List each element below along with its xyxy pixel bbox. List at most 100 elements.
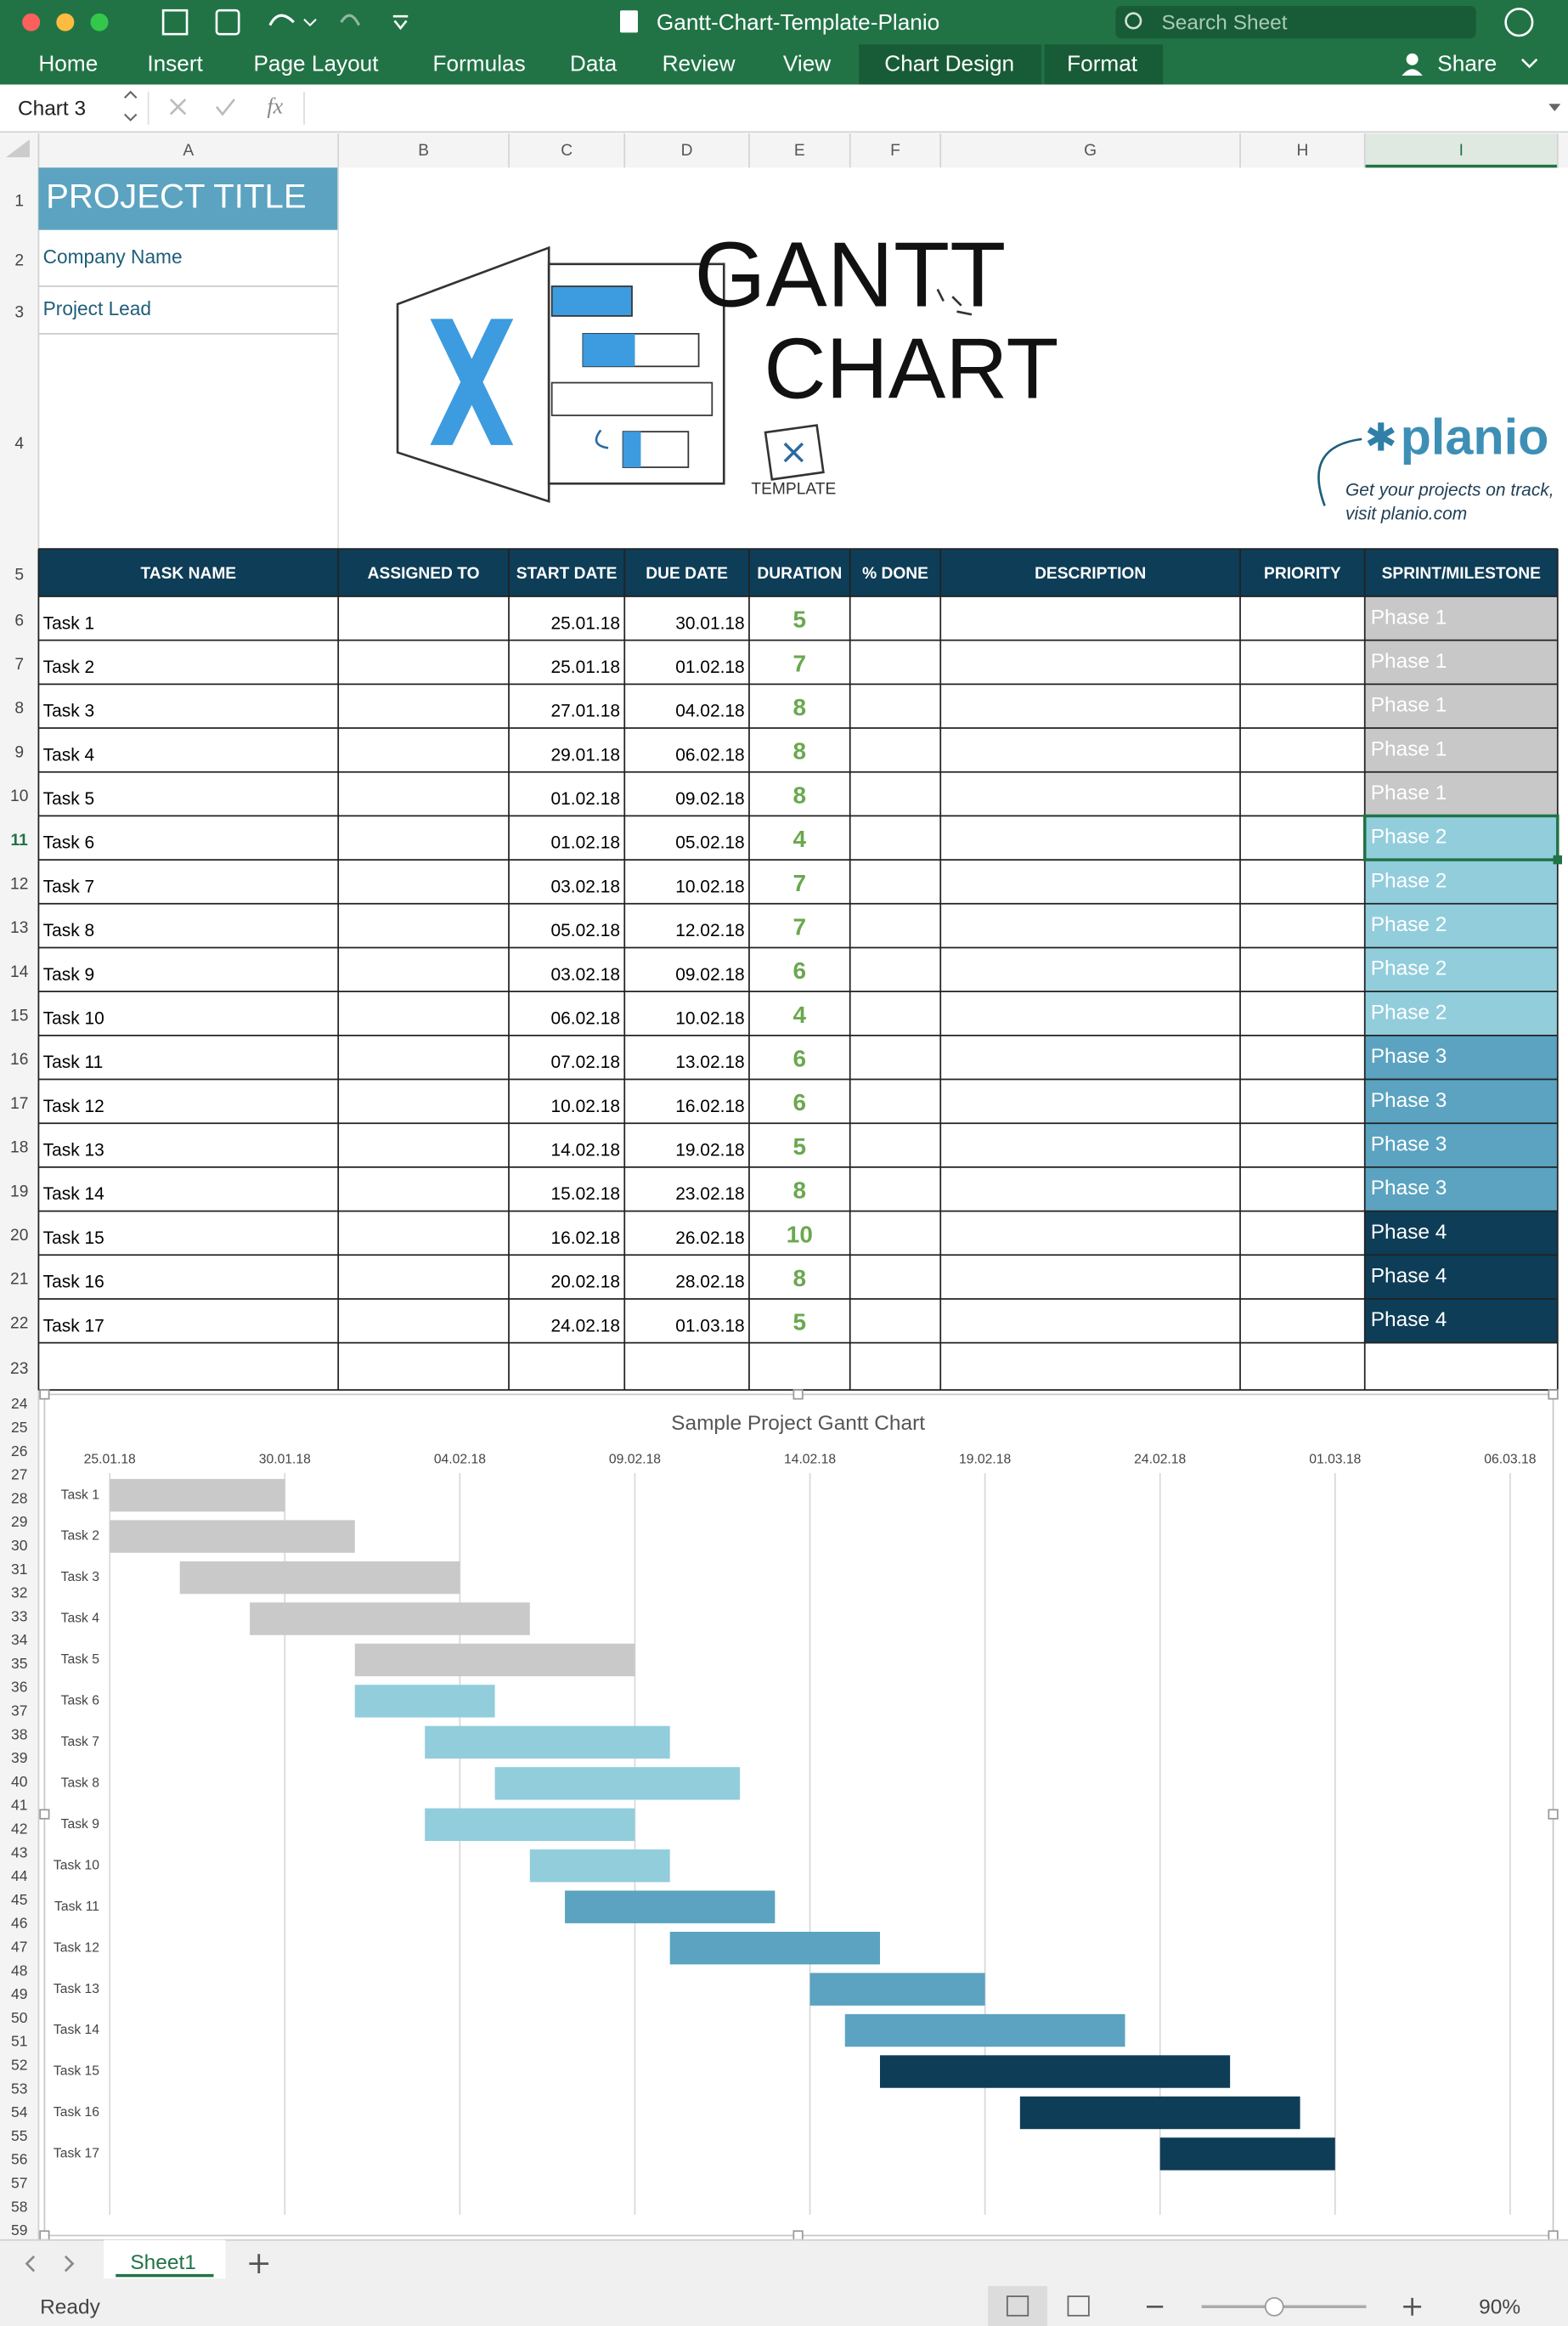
- ribbon-tab[interactable]: Insert: [147, 51, 203, 76]
- row-number[interactable]: 52: [11, 2057, 27, 2074]
- zoom-thumb[interactable]: [1264, 2296, 1284, 2317]
- gantt-bar[interactable]: [529, 1849, 670, 1883]
- column-header[interactable]: A: [183, 142, 194, 160]
- row-number[interactable]: 51: [11, 2033, 27, 2050]
- resize-handle[interactable]: [39, 1809, 50, 1820]
- row-number[interactable]: 11: [11, 832, 29, 850]
- undo-icon[interactable]: [268, 14, 295, 26]
- row-number[interactable]: 33: [11, 1607, 27, 1624]
- column-header[interactable]: E: [794, 142, 805, 160]
- gantt-bar[interactable]: [425, 1808, 635, 1842]
- row-number[interactable]: 55: [11, 2127, 27, 2144]
- row-number[interactable]: 10: [10, 788, 28, 805]
- close-button[interactable]: [22, 13, 41, 31]
- resize-handle[interactable]: [1548, 2230, 1559, 2241]
- resize-handle[interactable]: [1548, 1389, 1559, 1400]
- row-number[interactable]: 40: [11, 1773, 28, 1790]
- name-box[interactable]: Chart 3: [18, 98, 86, 121]
- ribbon-tab[interactable]: Formulas: [433, 51, 526, 76]
- row-number[interactable]: 3: [14, 304, 24, 322]
- normal-view[interactable]: [1006, 2295, 1029, 2317]
- row-number[interactable]: 7: [14, 656, 24, 674]
- add-sheet[interactable]: [249, 2254, 269, 2274]
- row-number[interactable]: 9: [14, 743, 24, 761]
- sheet-tab[interactable]: [104, 2239, 226, 2279]
- row-number[interactable]: 24: [11, 1395, 28, 1412]
- gantt-bar[interactable]: [250, 1602, 530, 1635]
- row-number[interactable]: 8: [14, 700, 24, 718]
- share-button[interactable]: Share: [1437, 51, 1497, 76]
- row-number[interactable]: 31: [11, 1561, 27, 1578]
- gantt-bar[interactable]: [1019, 2096, 1300, 2130]
- resize-handle[interactable]: [39, 1389, 50, 1400]
- row-number[interactable]: 20: [10, 1227, 28, 1245]
- row-number[interactable]: 53: [11, 2080, 27, 2097]
- ribbon-tab[interactable]: Format: [1067, 51, 1138, 76]
- gantt-bar[interactable]: [494, 1767, 741, 1800]
- row-number[interactable]: 25: [11, 1419, 27, 1436]
- row-number[interactable]: 19: [10, 1183, 28, 1200]
- name-box-stepper[interactable]: [123, 90, 138, 121]
- row-number[interactable]: 50: [11, 2009, 28, 2026]
- gantt-bar[interactable]: [844, 2013, 1125, 2047]
- column-header[interactable]: G: [1084, 142, 1097, 160]
- row-number[interactable]: 41: [11, 1797, 27, 1814]
- search-box[interactable]: [1115, 5, 1476, 39]
- ribbon-tab[interactable]: View: [783, 51, 831, 76]
- gantt-bar[interactable]: [809, 1973, 985, 2006]
- column-header[interactable]: F: [890, 142, 900, 160]
- gantt-bar[interactable]: [110, 1478, 285, 1512]
- gantt-bar[interactable]: [565, 1890, 776, 1923]
- row-number[interactable]: 46: [11, 1915, 27, 1932]
- gantt-bar[interactable]: [110, 1520, 355, 1553]
- column-header[interactable]: H: [1296, 142, 1308, 160]
- row-number[interactable]: 29: [11, 1513, 27, 1530]
- selected-cell[interactable]: [1362, 814, 1560, 861]
- row-number[interactable]: 34: [11, 1631, 28, 1648]
- row-number[interactable]: 37: [11, 1702, 27, 1719]
- gantt-bar[interactable]: [354, 1643, 635, 1677]
- row-number[interactable]: 12: [10, 875, 28, 893]
- row-number[interactable]: 14: [10, 963, 29, 981]
- select-all[interactable]: [5, 139, 30, 158]
- row-number[interactable]: 22: [10, 1314, 28, 1332]
- ribbon-tab[interactable]: Chart Design: [884, 51, 1014, 76]
- resize-handle[interactable]: [792, 1389, 804, 1400]
- undo-menu[interactable]: [303, 18, 317, 27]
- column-header[interactable]: D: [681, 142, 693, 160]
- row-number[interactable]: 42: [11, 1821, 27, 1838]
- prev-sheet[interactable]: [25, 2255, 36, 2272]
- fill-handle[interactable]: [1553, 855, 1563, 865]
- feedback-icon[interactable]: [1504, 8, 1534, 37]
- column-header[interactable]: B: [418, 142, 429, 160]
- column-header[interactable]: I: [1459, 142, 1464, 160]
- gantt-bar[interactable]: [669, 1931, 880, 1965]
- gantt-bar[interactable]: [879, 2055, 1231, 2088]
- fx-button[interactable]: fx: [267, 93, 283, 118]
- next-sheet[interactable]: [64, 2255, 75, 2272]
- gantt-bar[interactable]: [179, 1561, 460, 1595]
- row-number[interactable]: 43: [11, 1843, 27, 1860]
- row-number[interactable]: 28: [11, 1489, 27, 1506]
- row-number[interactable]: 27: [11, 1466, 27, 1483]
- row-number[interactable]: 35: [11, 1655, 27, 1672]
- row-number[interactable]: 39: [11, 1749, 27, 1766]
- row-number[interactable]: 13: [10, 919, 28, 937]
- customize-icon[interactable]: [392, 14, 409, 31]
- formula-expand[interactable]: [1548, 104, 1561, 111]
- row-number[interactable]: 18: [10, 1139, 28, 1157]
- row-number[interactable]: 32: [11, 1584, 27, 1601]
- row-number[interactable]: 23: [10, 1360, 28, 1378]
- row-number[interactable]: 5: [14, 567, 24, 584]
- ribbon-collapse[interactable]: [1520, 58, 1538, 69]
- row-number[interactable]: 57: [11, 2175, 27, 2192]
- row-number[interactable]: 54: [11, 2103, 28, 2120]
- row-number[interactable]: 1: [14, 193, 24, 211]
- resize-handle[interactable]: [1548, 1809, 1559, 1820]
- resize-handle[interactable]: [792, 2230, 804, 2241]
- ribbon-tab[interactable]: Page Layout: [253, 51, 379, 76]
- gantt-bar[interactable]: [1159, 2137, 1335, 2171]
- gantt-chart[interactable]: Sample Project Gantt Chart 25.01.18 30.01.…: [39, 1389, 1559, 2241]
- row-number[interactable]: 16: [10, 1051, 28, 1069]
- row-number[interactable]: 44: [11, 1867, 28, 1884]
